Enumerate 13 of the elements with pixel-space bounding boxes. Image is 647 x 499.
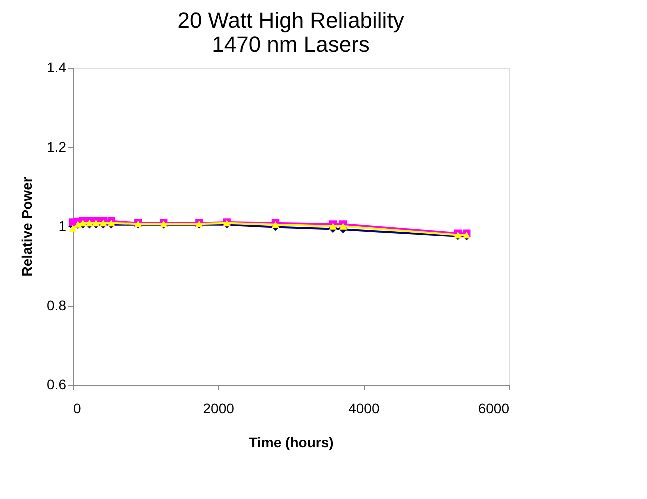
x-axis-title: Time (hours) (249, 434, 334, 450)
x-tick-label: 2000 (203, 400, 235, 416)
y-tick-label: 0.8 (47, 297, 67, 314)
x-tick-label: 6000 (478, 400, 510, 416)
x-tick-label: 0 (74, 400, 82, 416)
y-axis-title: Relative Power (19, 176, 36, 277)
x-tick-label: 4000 (348, 400, 380, 416)
y-tick-label: 0.6 (47, 376, 67, 392)
text: 20 Watt High Reliability (178, 8, 404, 33)
y-tick-label: 1 (58, 218, 67, 234)
text: 1470 nm Lasers (212, 32, 370, 57)
y-tick-label: 1.4 (47, 60, 67, 76)
y-tick-label: 1.2 (47, 138, 67, 155)
